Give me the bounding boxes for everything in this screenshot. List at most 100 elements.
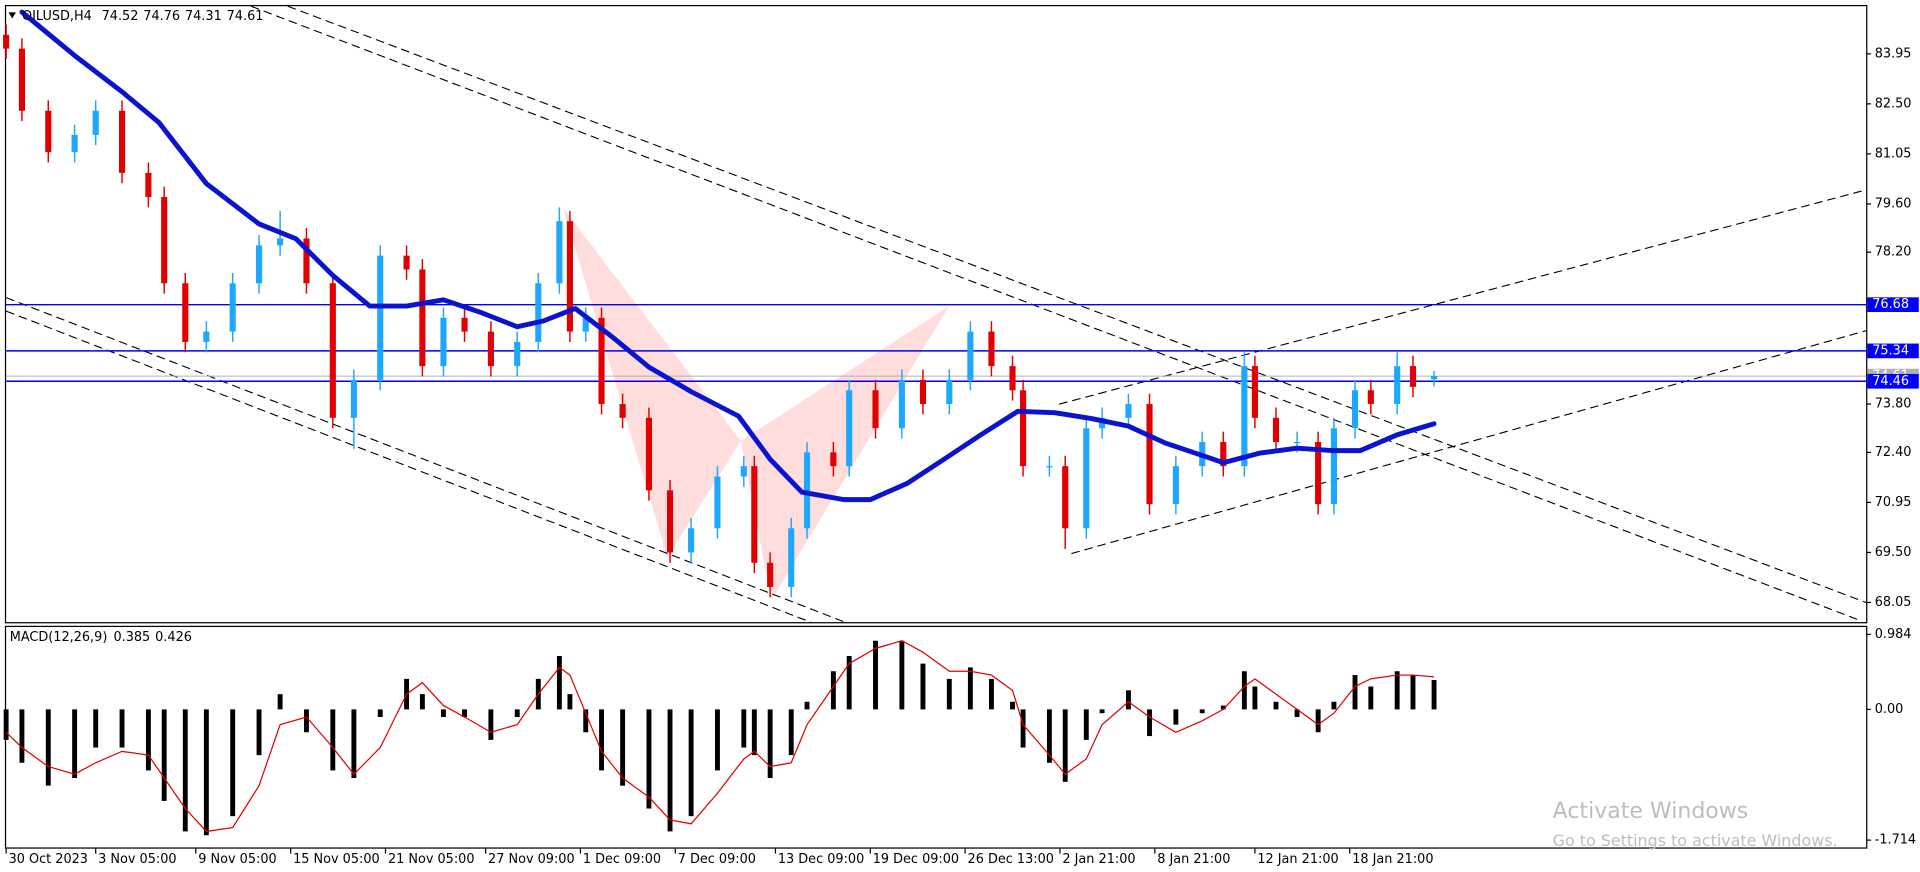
header-high: 74.76 [143,9,180,24]
x-tick-label: 21 Nov 05:00 [388,852,475,867]
macd-bar [1046,709,1052,763]
macd-bar [846,656,852,710]
candle-body [1293,442,1301,444]
macd-bar [304,709,309,733]
macd-bar [715,709,720,771]
candle-body [788,528,795,587]
macd-bar [119,709,125,748]
candle-body [1409,366,1417,387]
menu-arrow [8,12,16,19]
level-label-box [1867,343,1919,359]
macd-bar [1352,675,1358,710]
macd-bar [946,678,952,710]
macd-value: 0.385 [113,629,150,644]
macd-bar [920,663,926,710]
candle-body [803,452,811,529]
macd-bar [93,709,99,748]
macd-bar [1241,671,1247,710]
header-low: 74.31 [185,9,222,24]
macd-bar [330,709,336,771]
chart-header: OILUSD,H4 74.52 74.76 74.31 74.61 [22,9,263,24]
macd-bar [1099,709,1105,714]
macd-bar [514,709,520,718]
y-tick-label: 83.95 [1875,46,1912,61]
macd-bar [182,709,188,832]
candle-body [514,341,521,367]
moving-average [19,9,1437,503]
candle-body [556,221,563,284]
x-tick-label: 13 Dec 09:00 [778,852,864,867]
level-label-box [1867,297,1919,313]
macd-bar [667,709,673,832]
macd-bar [688,709,694,817]
candle-body [919,379,927,405]
candle-body [277,238,284,246]
macd-bar [1083,709,1089,740]
macd-title: MACD(12,26,9) [10,629,108,644]
x-tick-label: 8 Jan 21:00 [1157,852,1230,867]
candle-body [71,134,78,153]
macd-bar [277,694,283,710]
candle-body [1330,428,1338,505]
y-tick-label: 79.60 [1875,196,1912,211]
macd-bar [1315,709,1321,733]
candle-body [1009,366,1016,391]
macd-bar [203,709,209,836]
signal-value: 0.426 [155,629,192,644]
candle-body [1351,390,1359,429]
macd-bar [1273,701,1279,710]
macd-bar [620,709,626,786]
x-tick-label: 19 Dec 09:00 [873,852,959,867]
candle-body [461,317,468,332]
candle-body [1315,442,1322,505]
x-tick-label: 3 Nov 05:00 [98,852,176,867]
y-tick-label: 82.50 [1875,96,1912,111]
candle-body [403,255,410,270]
candle-body [1125,404,1132,418]
trendline [1071,330,1867,555]
macd-bar [161,709,167,801]
candle-body [487,331,494,367]
macd-bar [830,671,836,710]
x-tick-label: 12 Jan 21:00 [1257,852,1338,867]
macd-bar [256,709,262,756]
candle-body [118,110,126,173]
level-label: 75.34 [1872,343,1909,358]
candle-body [598,317,605,405]
y-tick-label: 70.95 [1875,495,1912,510]
y-tick-label: 69.50 [1875,545,1912,560]
candle-body [1020,390,1027,467]
trendline [250,5,1862,622]
macd-bar [1010,701,1015,710]
macd-bar [19,709,25,763]
candle-body [1146,404,1153,505]
candle-body [1172,466,1179,505]
candle-body [535,283,542,342]
macd-bar [804,701,810,710]
candle-body [1394,366,1401,405]
x-tick-label: 27 Nov 09:00 [488,852,575,867]
x-tick-label: 9 Nov 05:00 [198,852,276,867]
macd-bar [1394,671,1400,710]
candle-body [3,34,10,49]
candle-body [1251,366,1258,418]
candle-body [898,379,905,429]
candle-body [767,562,774,587]
candle-body [967,331,974,380]
candle-body [1430,376,1438,380]
candle-body [203,331,210,342]
candle-body [1083,428,1090,529]
macd-bar [767,709,773,779]
candle-body [566,221,573,332]
macd-bar [1431,680,1437,710]
candle-body [946,379,953,405]
candle-body [846,390,853,467]
watermark-subtitle: Go to Settings to activate Windows. [1553,831,1838,850]
macd-bar [419,694,425,710]
macd-bar [583,709,589,733]
pattern-triangle [563,208,741,558]
macd-bar [1331,701,1337,710]
macd-bar [1125,690,1131,710]
